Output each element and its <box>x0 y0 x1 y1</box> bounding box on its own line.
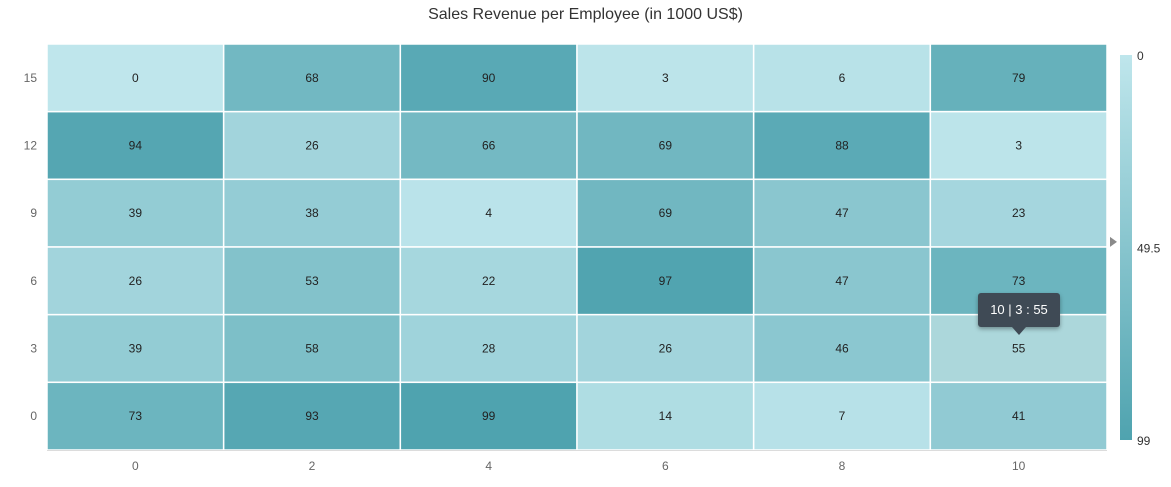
legend-label: 99 <box>1137 434 1151 448</box>
legend-label: 0 <box>1137 49 1144 63</box>
cell-value-label: 69 <box>659 139 673 153</box>
cell-value-label: 41 <box>1012 409 1026 423</box>
cell-value-label: 22 <box>482 274 496 288</box>
cell-value-label: 66 <box>482 139 496 153</box>
y-tick-label: 6 <box>30 274 37 288</box>
cell-value-label: 39 <box>129 206 143 220</box>
heatmap-cell[interactable] <box>752 43 932 113</box>
cell-value-label: 26 <box>305 139 319 153</box>
heatmap-cell[interactable] <box>222 110 402 181</box>
cell-value-label: 3 <box>662 71 669 85</box>
cell-value-label: 14 <box>659 409 673 423</box>
tooltip-arrow <box>1012 327 1026 335</box>
cell-value-label: 88 <box>835 139 849 153</box>
cell-value-label: 4 <box>485 206 492 220</box>
y-tick-label: 15 <box>24 71 38 85</box>
cell-value-label: 26 <box>129 274 143 288</box>
heatmap-cell[interactable] <box>399 178 578 248</box>
cell-value-label: 26 <box>659 342 673 356</box>
heatmap-cells: 0 68 90 3 6 79 94 26 66 69 88 3 39 38 4 69 47 23 26 53 22 97 4… <box>46 43 1108 451</box>
color-legend: 0 49.5 99 <box>1110 49 1161 448</box>
heatmap-cell[interactable] <box>752 313 932 384</box>
heatmap-cell[interactable] <box>46 381 225 451</box>
heatmap-cell[interactable] <box>752 110 932 181</box>
cell-value-label: 47 <box>835 274 849 288</box>
x-tick-label: 2 <box>309 459 316 473</box>
cell-value-label: 55 <box>1012 342 1026 356</box>
cell-value-label: 73 <box>1012 274 1026 288</box>
cell-value-label: 73 <box>129 409 143 423</box>
legend-label: 49.5 <box>1137 242 1161 256</box>
cell-value-label: 38 <box>305 206 319 220</box>
x-tick-label: 10 <box>1012 459 1026 473</box>
cell-value-label: 39 <box>129 342 143 356</box>
cell-value-label: 47 <box>835 206 849 220</box>
cell-value-label: 0 <box>132 71 139 85</box>
cell-value-label: 79 <box>1012 71 1026 85</box>
cell-value-label: 46 <box>835 342 849 356</box>
cell-value-label: 7 <box>839 409 846 423</box>
y-tick-label: 12 <box>24 139 38 153</box>
x-tick-label: 8 <box>839 459 846 473</box>
heatmap-cell[interactable] <box>46 110 225 181</box>
chart-title: Sales Revenue per Employee (in 1000 US$) <box>428 6 743 23</box>
cell-value-label: 68 <box>305 71 319 85</box>
heatmap-cell[interactable] <box>399 381 578 451</box>
heatmap-cell[interactable] <box>576 246 755 316</box>
cell-value-label: 6 <box>839 71 846 85</box>
y-axis: 15 12 9 6 3 0 <box>24 71 38 423</box>
heatmap-cell[interactable] <box>576 313 755 384</box>
cell-value-label: 93 <box>305 409 319 423</box>
cell-value-label: 99 <box>482 409 496 423</box>
y-tick-label: 3 <box>30 342 37 356</box>
cell-value-label: 23 <box>1012 206 1026 220</box>
y-tick-label: 0 <box>30 409 37 423</box>
heatmap-cell[interactable] <box>46 178 225 248</box>
heatmap-cell[interactable] <box>576 381 755 451</box>
heatmap-cell[interactable] <box>222 381 402 451</box>
heatmap-cell[interactable] <box>929 178 1108 248</box>
cell-value-label: 28 <box>482 342 496 356</box>
legend-gradient-bar <box>1120 55 1132 440</box>
x-tick-label: 4 <box>485 459 492 473</box>
cell-value-label: 69 <box>659 206 673 220</box>
heatmap-cell[interactable] <box>929 110 1108 181</box>
x-axis: 0 2 4 6 8 10 <box>47 450 1107 473</box>
heatmap-cell[interactable] <box>399 313 578 384</box>
heatmap-cell[interactable] <box>46 246 225 316</box>
heatmap-cell[interactable] <box>929 43 1108 113</box>
heatmap-cell[interactable] <box>399 110 578 181</box>
heatmap-cell[interactable] <box>929 381 1108 451</box>
heatmap-cell[interactable] <box>752 381 932 451</box>
cell-value-label: 97 <box>659 274 673 288</box>
heatmap-cell[interactable] <box>46 313 225 384</box>
heatmap-cell[interactable] <box>222 178 402 248</box>
tooltip: 10 | 3 : 55 <box>978 293 1060 327</box>
cell-value-label: 94 <box>129 139 143 153</box>
cell-value-label: 58 <box>305 342 319 356</box>
cell-value-label: 53 <box>305 274 319 288</box>
legend-pointer-icon <box>1110 236 1117 247</box>
y-tick-label: 9 <box>30 206 37 220</box>
x-tick-label: 6 <box>662 459 669 473</box>
cell-value-label: 90 <box>482 71 496 85</box>
cell-value-label: 3 <box>1015 139 1022 153</box>
x-tick-label: 0 <box>132 459 139 473</box>
